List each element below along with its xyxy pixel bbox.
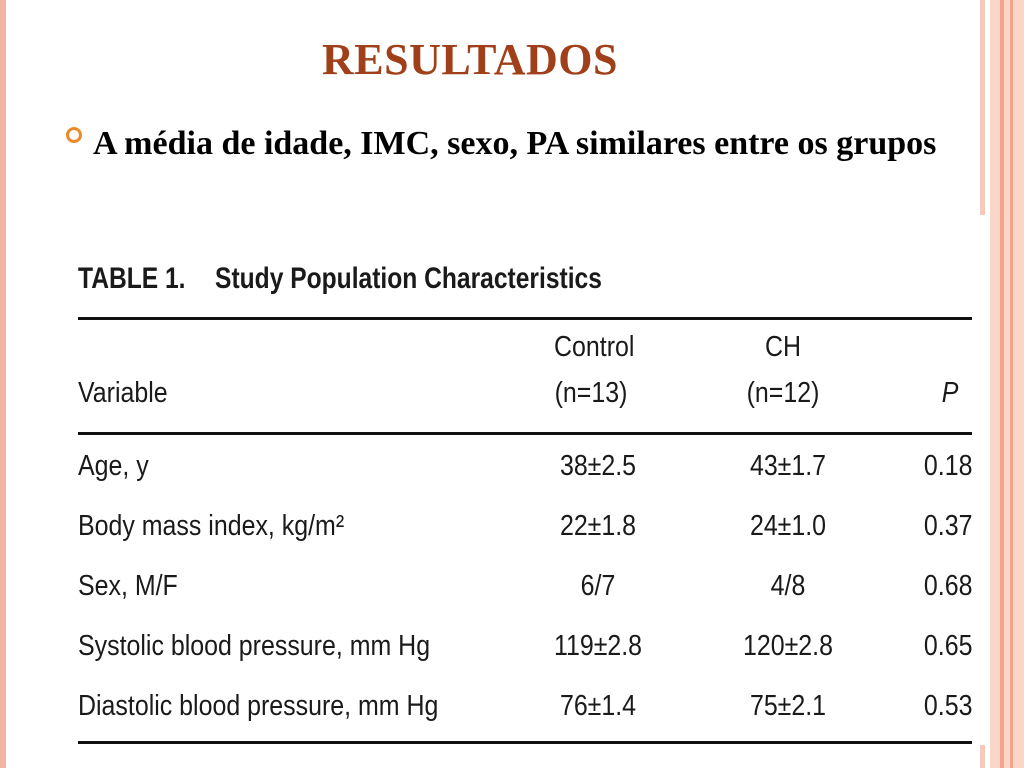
table-body: Age, y 38±2.5 43±1.7 0.18 Body mass inde…	[78, 435, 972, 741]
row-control-value: 22±1.8	[559, 510, 637, 542]
table-top-rule	[78, 317, 972, 320]
row-ch-value: 43±1.7	[749, 450, 827, 482]
table-row: Systolic blood pressure, mm Hg 119±2.8 1…	[78, 615, 972, 675]
row-p-value: 0.18	[923, 450, 972, 482]
right-border-stripe	[980, 745, 985, 768]
table-row: Age, y 38±2.5 43±1.7 0.18	[78, 435, 972, 495]
row-variable: Body mass index, kg/m²	[78, 510, 345, 542]
bullet-text: A média de idade, IMC, sexo, PA similare…	[93, 125, 937, 162]
table-header-row: Variable Control (n=13) CH (n=12) P	[78, 320, 972, 432]
header-p-value: P	[941, 377, 958, 409]
header-control: Control	[554, 331, 635, 363]
right-border-stripe	[1010, 0, 1013, 768]
table-bottom-rule	[78, 741, 972, 744]
header-variable: Variable	[78, 377, 168, 409]
row-variable: Diastolic blood pressure, mm Hg	[78, 690, 439, 722]
row-control-value: 38±2.5	[559, 450, 637, 482]
row-ch-value: 4/8	[770, 570, 806, 602]
slide-title: RESULTADOS	[321, 35, 618, 84]
row-control-value: 6/7	[580, 570, 616, 602]
header-control-n: (n=13)	[554, 377, 628, 409]
data-table-figure: TABLE 1. Study Population Characteristics…	[78, 250, 972, 744]
table-title: Study Population Characteristics	[215, 262, 602, 295]
bullet-item: A média de idade, IMC, sexo, PA similare…	[66, 118, 956, 170]
row-p-value: 0.68	[923, 570, 972, 602]
row-ch-value: 75±2.1	[749, 690, 827, 722]
row-ch-value: 120±2.8	[743, 630, 833, 662]
header-ch-n: (n=12)	[746, 377, 820, 409]
row-p-value: 0.65	[923, 630, 972, 662]
bullet-circle-icon	[66, 127, 82, 143]
row-variable: Age, y	[78, 450, 149, 482]
row-variable: Sex, M/F	[78, 570, 178, 602]
row-p-value: 0.53	[923, 690, 972, 722]
table-number: TABLE 1.	[78, 262, 186, 295]
header-ch: CH	[764, 331, 802, 363]
table-caption: TABLE 1. Study Population Characteristics	[78, 254, 811, 304]
row-control-value: 76±1.4	[559, 690, 637, 722]
row-control-value: 119±2.8	[553, 630, 643, 662]
table-row: Diastolic blood pressure, mm Hg 76±1.4 7…	[78, 675, 972, 735]
table-row: Body mass index, kg/m² 22±1.8 24±1.0 0.3…	[78, 495, 972, 555]
table-header-rule	[78, 432, 972, 435]
left-border-decoration	[0, 0, 6, 768]
right-border-stripe	[1000, 0, 1004, 768]
row-ch-value: 24±1.0	[749, 510, 827, 542]
row-variable: Systolic blood pressure, mm Hg	[78, 630, 431, 662]
right-border-stripe	[980, 0, 985, 215]
row-p-value: 0.37	[923, 510, 972, 542]
table-row: Sex, M/F 6/7 4/8 0.68	[78, 555, 972, 615]
right-border-band	[990, 0, 1024, 768]
